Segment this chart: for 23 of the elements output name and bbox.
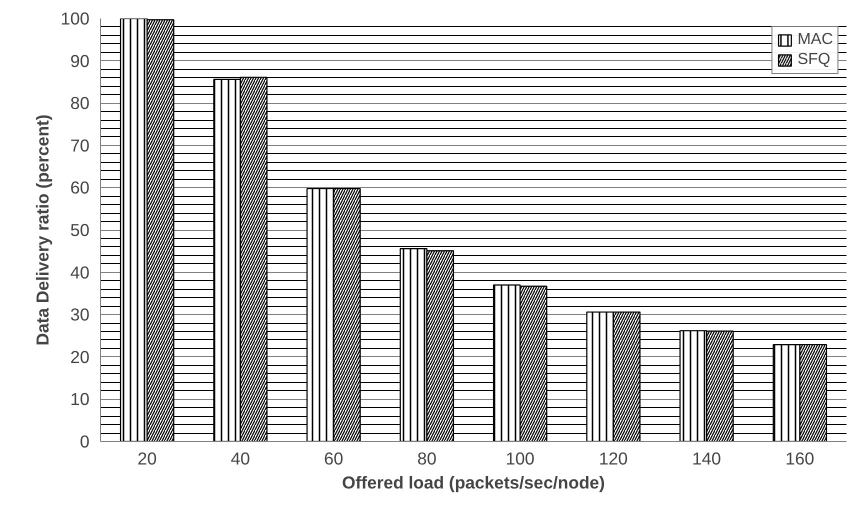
x-tick-label: 140	[692, 448, 722, 468]
y-tick-label: 30	[70, 304, 90, 325]
x-tick-label: 60	[324, 448, 344, 468]
x-tick-label: 80	[417, 448, 437, 468]
y-axis-title: Data Delivery ratio (percent)	[32, 114, 53, 346]
y-tick-label: 70	[70, 135, 90, 156]
y-tick-label: 50	[70, 220, 90, 240]
x-tick-label: 120	[598, 448, 628, 468]
y-tick-label: 80	[70, 93, 90, 114]
x-tick-label: 40	[230, 448, 250, 468]
y-tick-label: 60	[70, 178, 90, 198]
y-tick-label: 40	[70, 262, 90, 282]
x-axis-title: Offered load (packets/sec/node)	[342, 472, 605, 492]
y-tick-label: 0	[80, 432, 90, 452]
y-tick-label: 10	[70, 389, 90, 410]
y-tick-label: 20	[70, 346, 90, 367]
legend-label: SFQ	[797, 51, 830, 69]
x-tick-label: 20	[137, 448, 157, 468]
x-tick-label: 160	[785, 448, 814, 468]
legend-label: MAC	[797, 31, 833, 49]
y-tick-label: 100	[60, 8, 90, 28]
x-tick-label: 100	[506, 448, 535, 468]
y-tick-label: 90	[70, 50, 90, 71]
